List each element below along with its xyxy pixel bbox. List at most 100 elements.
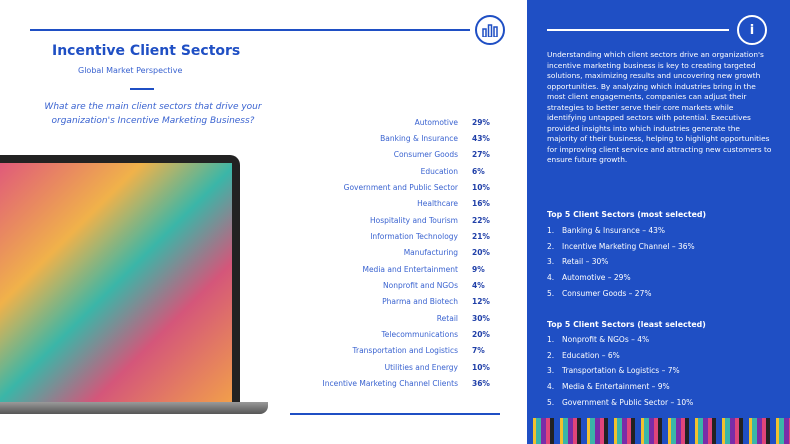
bar-chart-icon bbox=[475, 15, 505, 45]
sector-value: 36% bbox=[472, 379, 490, 389]
sector-value: 20% bbox=[472, 330, 490, 340]
sector-row: Nonprofit and NGOs 4% bbox=[290, 277, 490, 293]
sector-value: 4% bbox=[472, 281, 485, 291]
list-item: 1. Nonprofit & NGOs – 4% bbox=[547, 335, 693, 351]
sector-list: Automotive 29% Banking & Insurance 43% Consu… bbox=[290, 114, 490, 392]
sector-value: 16% bbox=[472, 199, 490, 209]
sector-row: Utilities and Energy 10% bbox=[290, 359, 490, 375]
sector-label: Healthcare bbox=[417, 199, 458, 209]
list-number: 1. bbox=[547, 335, 555, 344]
sector-row: Government and Public Sector 10% bbox=[290, 179, 490, 195]
sector-row: Hospitality and Tourism 22% bbox=[290, 212, 490, 228]
sector-value: 27% bbox=[472, 150, 490, 160]
list-item: 5. Government & Public Sector – 10% bbox=[547, 398, 693, 414]
sector-label: Retail bbox=[436, 313, 458, 323]
list-text: Automotive – 29% bbox=[562, 273, 631, 283]
list-number: 3. bbox=[547, 257, 555, 267]
sector-label: Government and Public Sector bbox=[343, 183, 458, 193]
list-text: Government & Public Sector – 10% bbox=[562, 397, 694, 407]
list-text: Transportation & Logistics – 7% bbox=[562, 366, 680, 376]
page-subtitle: Global Market Perspective bbox=[78, 66, 183, 75]
sector-label: Education bbox=[420, 166, 458, 176]
sector-row: Information Technology 21% bbox=[290, 228, 490, 244]
divider bbox=[547, 29, 729, 31]
list-number: 2. bbox=[547, 350, 555, 360]
divider bbox=[290, 413, 500, 415]
sector-label: Transportation and Logistics bbox=[352, 346, 458, 356]
sector-value: 21% bbox=[472, 232, 490, 242]
sector-label: Information Technology bbox=[370, 232, 458, 242]
list-text: Consumer Goods – 27% bbox=[562, 288, 652, 298]
sector-value: 9% bbox=[472, 264, 485, 274]
list-text: Banking & Insurance – 43% bbox=[562, 226, 666, 235]
colorful-blocks-image bbox=[0, 163, 232, 405]
laptop-image bbox=[0, 155, 240, 405]
panel-paragraph: Understanding which client sectors drive… bbox=[547, 50, 772, 164]
sector-row: Consumer Goods 27% bbox=[290, 147, 490, 163]
sector-row: Media and Entertainment 9% bbox=[290, 261, 490, 277]
sector-value: 10% bbox=[472, 362, 490, 372]
top-heading: Top 5 Client Sectors (most selected) bbox=[547, 210, 707, 219]
sector-row: Pharma and Biotech 12% bbox=[290, 294, 490, 310]
sector-label: Incentive Marketing Channel Clients bbox=[322, 379, 458, 389]
sector-label: Banking & Insurance bbox=[380, 134, 458, 144]
decorative-strip bbox=[527, 418, 790, 444]
info-panel: i Understanding which client sectors dri… bbox=[527, 0, 790, 418]
list-item: 3. Retail – 30% bbox=[547, 257, 695, 273]
list-text: Nonprofit & NGOs – 4% bbox=[562, 335, 650, 344]
sector-row: Manufacturing 20% bbox=[290, 245, 490, 261]
list-text: Incentive Marketing Channel – 36% bbox=[562, 241, 695, 251]
sector-row: Transportation and Logistics 7% bbox=[290, 343, 490, 359]
divider bbox=[130, 88, 154, 90]
list-item: 5. Consumer Goods – 27% bbox=[547, 289, 695, 305]
list-number: 5. bbox=[547, 288, 555, 298]
sector-row: Healthcare 16% bbox=[290, 196, 490, 212]
sector-label: Media and Entertainment bbox=[362, 264, 458, 274]
list-text: Media & Entertainment – 9% bbox=[562, 382, 670, 392]
list-item: 4. Automotive – 29% bbox=[547, 273, 695, 289]
sector-row: Retail 30% bbox=[290, 310, 490, 326]
list-item: 3. Transportation & Logistics – 7% bbox=[547, 366, 693, 382]
sector-label: Telecommunications bbox=[381, 330, 458, 340]
sector-value: 20% bbox=[472, 248, 490, 258]
list-number: 1. bbox=[547, 226, 555, 235]
sector-value: 6% bbox=[472, 166, 485, 176]
laptop-base bbox=[0, 402, 268, 414]
sector-label: Hospitality and Tourism bbox=[370, 215, 458, 225]
list-number: 3. bbox=[547, 366, 555, 376]
sector-label: Utilities and Energy bbox=[384, 362, 458, 372]
list-number: 2. bbox=[547, 241, 555, 251]
sector-row: Banking & Insurance 43% bbox=[290, 130, 490, 146]
list-item: 2. Incentive Marketing Channel – 36% bbox=[547, 242, 695, 258]
list-item: 2. Education – 6% bbox=[547, 351, 693, 367]
sector-value: 22% bbox=[472, 215, 490, 225]
sector-label: Automotive bbox=[414, 117, 458, 127]
question: What are the main client sectors that dr… bbox=[44, 102, 262, 126]
sector-value: 10% bbox=[472, 183, 490, 193]
list-item: 1. Banking & Insurance – 43% bbox=[547, 226, 695, 242]
sector-value: 29% bbox=[472, 117, 490, 127]
sector-value: 12% bbox=[472, 297, 490, 307]
sector-row: Incentive Marketing Channel Clients 36% bbox=[290, 376, 490, 392]
sector-label: Pharma and Biotech bbox=[382, 297, 458, 307]
sector-label: Consumer Goods bbox=[393, 150, 458, 160]
sector-row: Telecommunications 20% bbox=[290, 326, 490, 342]
list-number: 5. bbox=[547, 397, 555, 407]
least-heading: Top 5 Client Sectors (least selected) bbox=[547, 320, 706, 329]
list-text: Education – 6% bbox=[562, 350, 620, 360]
info-icon: i bbox=[737, 15, 767, 45]
sector-label: Nonprofit and NGOs bbox=[383, 281, 458, 291]
page-title: Incentive Client Sectors bbox=[52, 43, 241, 59]
sector-value: 7% bbox=[472, 346, 485, 356]
top-list: 1. Banking & Insurance – 43% 2. Incentive M… bbox=[547, 226, 695, 304]
list-number: 4. bbox=[547, 273, 555, 283]
list-text: Retail – 30% bbox=[562, 257, 609, 267]
sector-row: Education 6% bbox=[290, 163, 490, 179]
slide-left: Incentive Client Sectors Global Market P… bbox=[0, 15, 505, 415]
sector-label: Manufacturing bbox=[403, 248, 458, 258]
divider bbox=[30, 29, 470, 31]
least-list: 1. Nonprofit & NGOs – 4% 2. Education – 6% 3… bbox=[547, 335, 693, 413]
list-item: 4. Media & Entertainment – 9% bbox=[547, 382, 693, 398]
sector-value: 30% bbox=[472, 313, 490, 323]
list-number: 4. bbox=[547, 382, 555, 392]
